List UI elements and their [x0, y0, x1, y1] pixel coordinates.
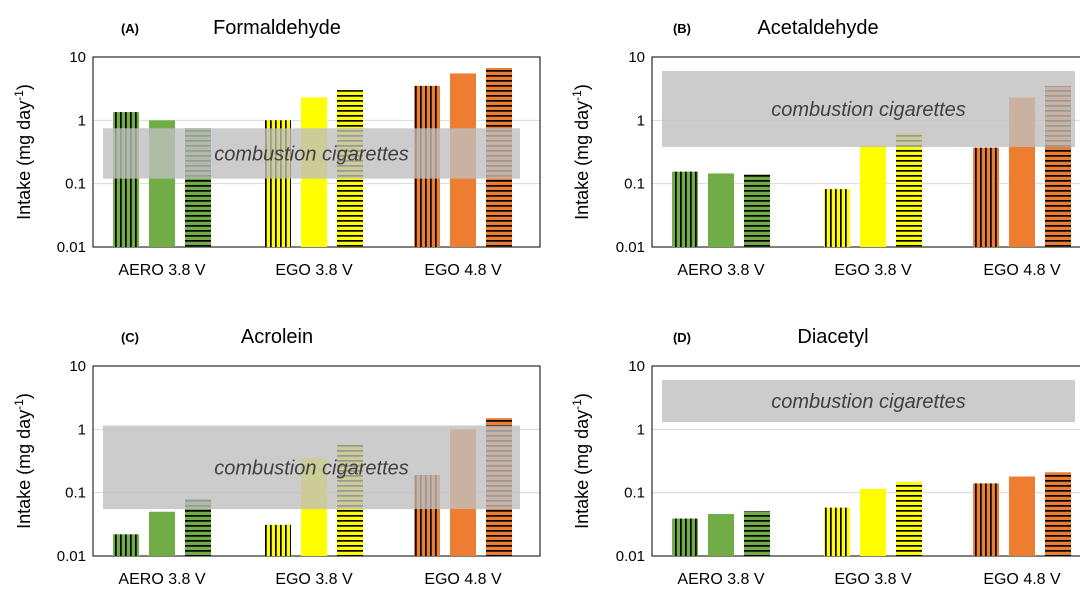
bar [708, 173, 734, 247]
y-tick-label: 1 [78, 421, 86, 438]
combustion-band [103, 128, 520, 179]
y-tick-label: 1 [637, 421, 645, 438]
bar [973, 147, 999, 247]
band-label: combustion cigarettes [771, 99, 966, 121]
bar [896, 133, 922, 247]
bar [265, 524, 291, 556]
band-label: combustion cigarettes [771, 391, 966, 413]
combustion-band [103, 425, 520, 510]
category-label: EGO 3.8 V [834, 262, 912, 279]
category-label: EGO 4.8 V [983, 262, 1061, 279]
y-tick-label: 1 [637, 112, 645, 129]
combustion-band [662, 71, 1075, 147]
chart-title: Formaldehyde [213, 17, 341, 39]
category-label: EGO 3.8 V [275, 262, 353, 279]
band-label: combustion cigarettes [214, 457, 409, 479]
category-label: AERO 3.8 V [118, 571, 205, 588]
y-tick-label: 0.1 [624, 176, 645, 193]
y-axis-label: Intake (mg day-1) [12, 84, 34, 220]
panel-label: (A) [121, 21, 139, 36]
bar [860, 145, 886, 247]
y-tick-label: 10 [69, 358, 86, 375]
bar [973, 483, 999, 556]
chart-title: Acrolein [241, 326, 313, 348]
chart-title: Acetaldehyde [757, 17, 878, 39]
bar [896, 481, 922, 556]
panel-label: (B) [673, 21, 691, 36]
bar [672, 518, 698, 556]
y-tick-label: 0.1 [624, 485, 645, 502]
category-label: EGO 3.8 V [834, 571, 912, 588]
y-tick-label: 10 [628, 49, 645, 66]
y-axis-label: Intake (mg day-1) [12, 393, 34, 529]
category-label: EGO 4.8 V [424, 571, 502, 588]
y-axis-label: Intake (mg day-1) [570, 84, 592, 220]
y-tick-label: 0.1 [65, 485, 86, 502]
bar [744, 511, 770, 556]
y-tick-label: 0.01 [616, 239, 645, 256]
combustion-band [662, 380, 1075, 423]
chart-panel-d: combustion cigarettes 0.01 0.1 1 10 AERO 3.8 … [570, 326, 1080, 588]
bar [860, 488, 886, 556]
bar [824, 507, 850, 556]
y-tick-label: 0.01 [57, 548, 86, 565]
bar [744, 174, 770, 247]
category-label: AERO 3.8 V [118, 262, 205, 279]
category-label: AERO 3.8 V [677, 262, 764, 279]
panel-label: (C) [121, 330, 139, 345]
chart-title: Diacetyl [797, 326, 868, 348]
category-label: AERO 3.8 V [677, 571, 764, 588]
chart-panel-a: combustion cigarettes 0.01 0.1 1 10 AERO 3.8 … [12, 17, 541, 279]
category-label: EGO 4.8 V [424, 262, 502, 279]
category-label: EGO 4.8 V [983, 571, 1061, 588]
y-tick-label: 10 [628, 358, 645, 375]
panel-label: (D) [673, 330, 691, 345]
y-tick-label: 10 [69, 49, 86, 66]
category-label: EGO 3.8 V [275, 571, 353, 588]
y-tick-label: 1 [78, 112, 86, 129]
bar [149, 511, 175, 556]
bar [113, 534, 139, 556]
chart-panel-c: combustion cigarettes 0.01 0.1 1 10 AERO 3.8 … [12, 326, 541, 588]
chart-panel-b: combustion cigarettes 0.01 0.1 1 10 AERO 3.8 … [570, 17, 1080, 279]
y-tick-label: 0.1 [65, 176, 86, 193]
bar [672, 171, 698, 247]
y-tick-label: 0.01 [616, 548, 645, 565]
bar [708, 514, 734, 556]
y-tick-label: 0.01 [57, 239, 86, 256]
bar [824, 189, 850, 247]
bar [1009, 476, 1035, 556]
bar [1045, 472, 1071, 556]
y-axis-label: Intake (mg day-1) [570, 393, 592, 529]
band-label: combustion cigarettes [214, 143, 409, 165]
